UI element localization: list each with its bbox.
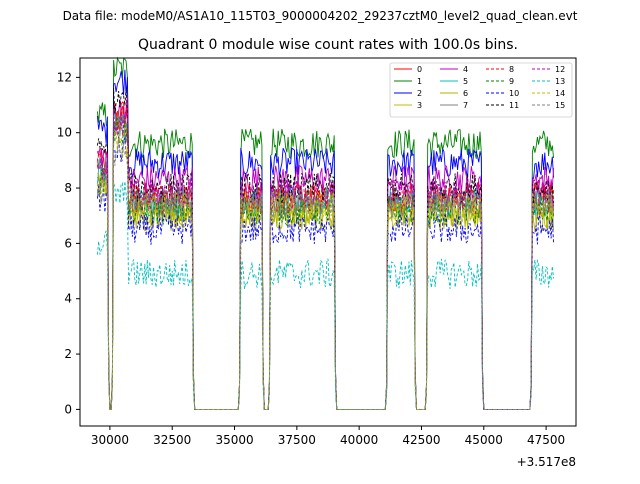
legend-label-4: 4 <box>463 65 468 74</box>
legend-label-7: 7 <box>463 101 468 110</box>
legend-label-12: 12 <box>555 65 565 74</box>
y-tick-label: 2 <box>64 347 72 361</box>
series-line-2 <box>96 69 555 410</box>
x-tick-label: 45000 <box>465 433 503 447</box>
axis-layer: 30000 32500 35000 37500 40000 42500 45000 47500… <box>57 70 565 447</box>
series-line-12 <box>97 108 555 410</box>
y-tick-label: 8 <box>64 181 72 195</box>
chart-title: Quadrant 0 module wise count rates with … <box>138 37 518 53</box>
x-tick-label: 35000 <box>215 433 253 447</box>
x-tick-label: 42500 <box>402 433 440 447</box>
legend-box <box>389 62 573 118</box>
legend-label-2: 2 <box>417 89 422 98</box>
plot-frame <box>79 57 577 427</box>
y-tick-label: 6 <box>64 236 72 250</box>
legend-label-5: 5 <box>463 77 468 86</box>
chart-suptitle: Data file: modeM0/AS1A10_115T03_90000042… <box>63 9 578 23</box>
x-tick-label: 47500 <box>527 433 565 447</box>
legend-label-9: 9 <box>509 77 514 86</box>
y-tick-label: 12 <box>57 70 72 84</box>
legend-label-15: 15 <box>555 101 565 110</box>
x-tick-label: 40000 <box>340 433 378 447</box>
legend-label-14: 14 <box>555 89 565 98</box>
x-tick-label: 30000 <box>91 433 129 447</box>
x-tick-label: 32500 <box>153 433 191 447</box>
legend-label-8: 8 <box>509 65 514 74</box>
series-line-9 <box>96 117 555 410</box>
x-tick-label: 37500 <box>278 433 316 447</box>
legend-label-0: 0 <box>417 65 422 74</box>
series-line-10 <box>96 136 555 410</box>
y-tick-label: 0 <box>64 402 72 416</box>
series-line-15 <box>96 137 555 410</box>
legend-label-1: 1 <box>417 77 422 86</box>
series-line-14 <box>96 129 555 410</box>
legend-label-13: 13 <box>555 77 565 86</box>
legend-label-3: 3 <box>417 101 422 110</box>
x-offset-label: +3.517e8 <box>517 455 576 469</box>
series-layer <box>96 56 555 410</box>
legend-label-10: 10 <box>509 89 519 98</box>
y-tick-label: 10 <box>57 126 72 140</box>
series-line-13 <box>96 181 555 410</box>
series-line-8 <box>96 103 555 410</box>
series-line-5 <box>96 109 555 410</box>
series-line-1 <box>96 56 555 410</box>
y-tick-label: 4 <box>64 292 72 306</box>
legend-label-6: 6 <box>463 89 468 98</box>
legend-label-11: 11 <box>509 101 519 110</box>
